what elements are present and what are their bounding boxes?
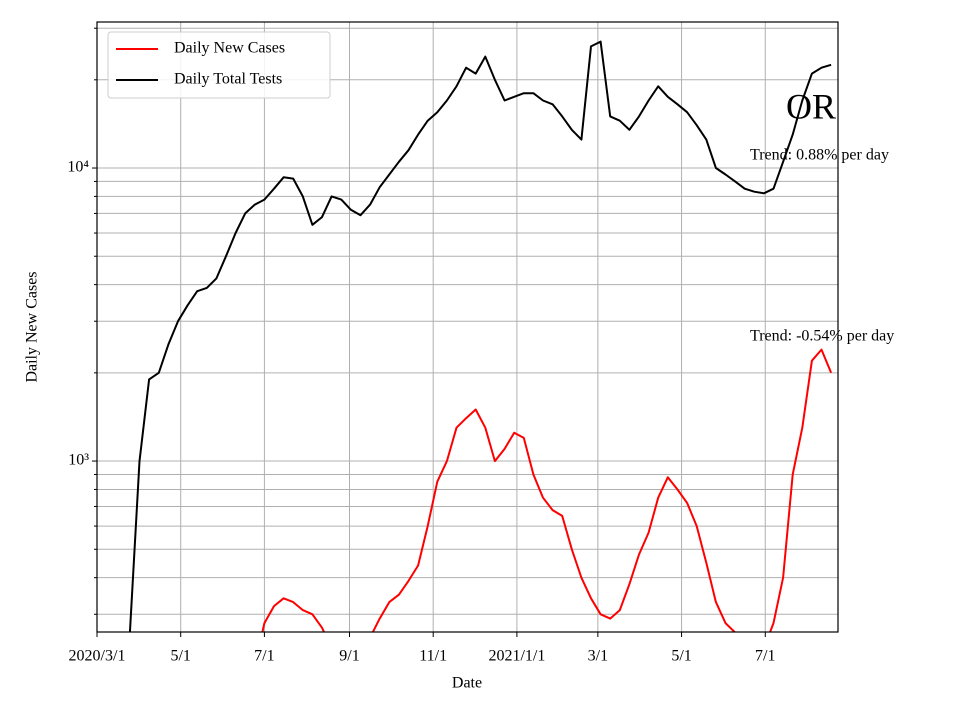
x-tick-label: 3/1: [588, 648, 608, 665]
grid: [96, 22, 838, 632]
x-tick-label: 2021/1/1: [488, 648, 545, 665]
y-tick-label: 10³: [68, 452, 89, 469]
plot-frame: [96, 21, 839, 633]
legend-entries: Daily New Cases Daily Total Tests: [116, 40, 285, 88]
x-tick-label: 5/1: [170, 648, 190, 665]
state-label: OR: [786, 86, 836, 126]
annotation: Trend: -0.54% per day: [750, 328, 894, 345]
y-axis-label: Daily New Cases: [24, 271, 41, 382]
x-tick-label: 2020/3/1: [69, 648, 126, 665]
x-tick-label: 11/1: [419, 648, 447, 665]
x-axis-label: Date: [452, 675, 482, 692]
legend: [107, 31, 331, 99]
legend-label: Daily Total Tests: [174, 71, 282, 88]
x-tick-label: 9/1: [339, 648, 359, 665]
lines: [128, 40, 833, 632]
y-tick-label: 10⁴: [67, 159, 89, 176]
x-tick-label: 5/1: [671, 648, 691, 665]
annotation: Trend: 0.88% per day: [750, 147, 889, 164]
data-line: [261, 348, 833, 632]
data-line: [128, 40, 832, 632]
x-tick-label: 7/1: [755, 648, 775, 665]
legend-label: Daily New Cases: [174, 40, 285, 57]
x-tick-label: 7/1: [254, 648, 274, 665]
